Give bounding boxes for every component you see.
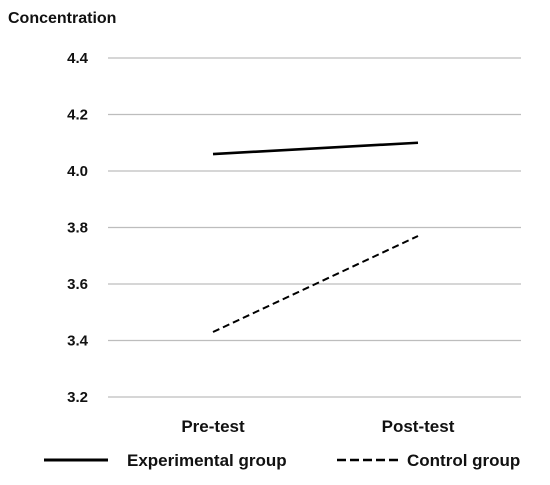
y-tick-label: 4.2 bbox=[67, 107, 88, 124]
legend-item: Control group bbox=[337, 451, 520, 470]
y-tick-labels: 3.2 3.4 3.6 3.8 4.0 4.2 4.4 bbox=[67, 50, 89, 406]
y-tick-label: 4.4 bbox=[67, 50, 89, 67]
x-tick-labels: Pre-test Post-test bbox=[181, 417, 454, 436]
series-lines bbox=[212, 141, 419, 333]
legend: Experimental group Control group bbox=[44, 451, 520, 470]
y-tick-label: 3.2 bbox=[67, 389, 88, 406]
y-axis-label: Concentration bbox=[8, 10, 116, 27]
series-line-1 bbox=[212, 141, 419, 156]
y-tick-label: 3.4 bbox=[67, 333, 89, 350]
y-tick-label: 3.6 bbox=[67, 276, 88, 293]
y-tick-label: 3.8 bbox=[67, 220, 88, 237]
legend-item: Experimental group bbox=[44, 451, 287, 470]
x-tick-label: Post-test bbox=[382, 417, 455, 436]
y-tick-label: 4.0 bbox=[67, 163, 88, 180]
series-line-2 bbox=[212, 235, 419, 333]
gridlines bbox=[108, 57, 521, 398]
legend-label: Control group bbox=[407, 451, 520, 470]
x-tick-label: Pre-test bbox=[181, 417, 245, 436]
legend-label: Experimental group bbox=[127, 451, 287, 470]
